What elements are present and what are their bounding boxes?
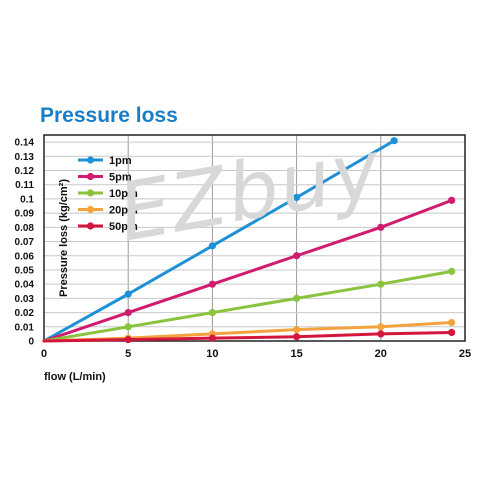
y-tick-label: 0.05 (15, 265, 35, 276)
y-tick-label: 0.04 (15, 280, 35, 291)
data-point (208, 280, 216, 288)
series-line (42, 198, 454, 343)
x-tick-label: 10 (206, 348, 218, 360)
data-point (208, 308, 216, 317)
x-tick-label: 0 (41, 348, 47, 360)
legend-item-20pm: 20pm (78, 205, 138, 217)
data-point (124, 290, 132, 298)
plot-frame (43, 134, 466, 342)
data-point (293, 252, 301, 260)
legend-item-5pm: 5pm (78, 172, 132, 184)
data-point (377, 280, 385, 288)
legend-swatch-marker (86, 189, 95, 197)
data-point (448, 267, 456, 275)
legend-label: 10pm (109, 188, 138, 200)
axis-labels: 0 0.01 0.02 0.03 0.04 0.05 0.06 0.07 0.08 0.09 0.1… (15, 138, 472, 383)
data-point (124, 323, 132, 331)
series-10pm (42, 267, 456, 343)
series-lines (42, 137, 456, 344)
y-tick-label: 0 (28, 337, 34, 348)
y-axis-label: Pressure loss (kg/cm²) (58, 179, 70, 297)
data-point (293, 333, 301, 341)
legend-swatch-marker (86, 205, 95, 214)
legend-label: 5pm (109, 172, 132, 184)
data-point (293, 326, 301, 334)
y-tick-label: 0.08 (15, 223, 35, 234)
data-point (377, 323, 385, 331)
legend-item-10pm: 10pm (78, 188, 138, 200)
chart-title: Pressure loss (40, 104, 178, 127)
data-point (448, 328, 456, 337)
data-point (377, 223, 385, 231)
y-tick-label: 0.02 (15, 308, 35, 319)
data-point (124, 308, 132, 317)
y-tick-label: 0.1 (20, 194, 34, 205)
data-point (208, 334, 216, 342)
x-tick-label: 5 (125, 348, 131, 360)
legend-item-50pm: 50pm (78, 221, 138, 233)
data-point (293, 193, 301, 202)
y-tick-label: 0.06 (15, 251, 35, 262)
y-tick-label: 0.14 (15, 138, 35, 149)
data-point (448, 318, 456, 327)
x-tick-label: 15 (290, 348, 302, 360)
series-line (42, 269, 454, 343)
legend-label: 1pm (109, 155, 132, 167)
y-tick-label: 0.13 (15, 152, 35, 163)
y-tick-label: 0.09 (15, 209, 35, 220)
data-point (293, 294, 301, 302)
legend-swatch-marker (86, 172, 95, 181)
x-tick-label: 20 (375, 348, 387, 360)
legend-label: 20pm (109, 205, 138, 217)
y-tick-label: 0.07 (15, 237, 35, 248)
series-1pm (42, 137, 398, 343)
x-axis-label: flow (L/min) (44, 371, 106, 383)
data-point (124, 335, 132, 344)
legend-swatch-marker (86, 222, 95, 230)
y-tick-label: 0.03 (15, 294, 35, 305)
legend-label: 50pm (109, 221, 138, 233)
series-5pm (42, 196, 456, 343)
series-50pm (42, 328, 456, 344)
data-point (448, 196, 456, 204)
axes (43, 134, 466, 342)
y-tick-label: 0.12 (15, 166, 35, 177)
y-tick-label: 0.01 (15, 322, 35, 333)
legend-swatch-marker (86, 156, 95, 164)
series-line (42, 330, 454, 343)
data-point (208, 242, 216, 250)
x-tick-label: 25 (459, 348, 471, 360)
y-tick-label: 0.11 (15, 180, 34, 191)
data-point (390, 137, 398, 145)
legend: 1pm 5pm 10pm 20pm 50pm (78, 155, 138, 233)
legend-item-1pm: 1pm (78, 155, 132, 167)
data-point (377, 330, 385, 338)
